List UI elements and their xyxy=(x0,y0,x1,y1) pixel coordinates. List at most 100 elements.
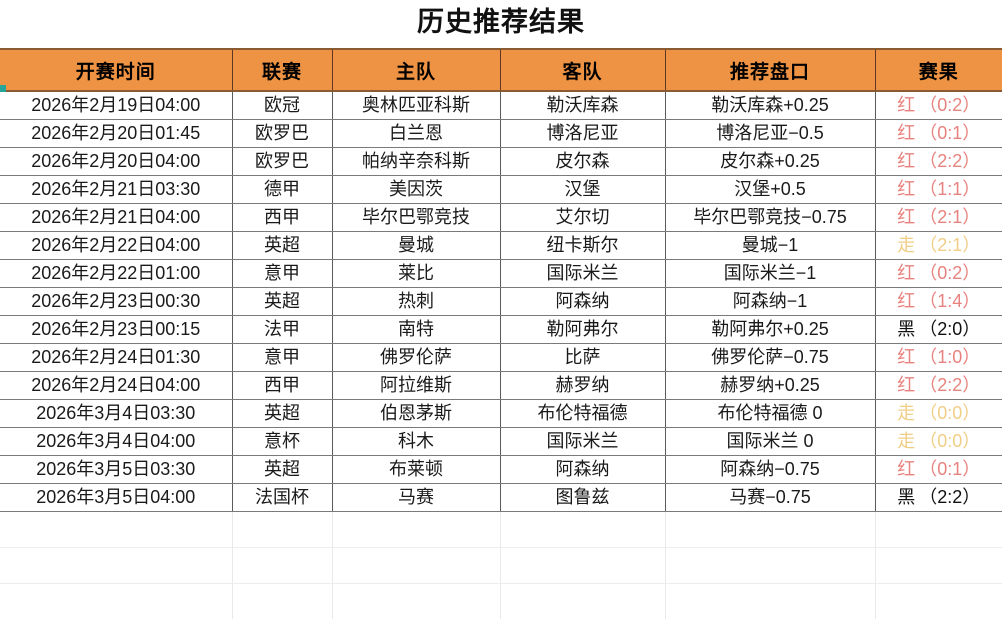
cell-match-time[interactable]: 2026年2月21日04:00 xyxy=(0,204,232,232)
empty-cell[interactable] xyxy=(332,512,500,548)
cell-league[interactable]: 意杯 xyxy=(232,428,332,456)
cell-league[interactable]: 法甲 xyxy=(232,316,332,344)
cell-match-time[interactable]: 2026年2月23日00:15 xyxy=(0,316,232,344)
empty-cell[interactable] xyxy=(875,584,1002,619)
cell-result[interactable]: 黑（2:2） xyxy=(875,484,1002,512)
cell-home-team[interactable]: 南特 xyxy=(332,316,500,344)
cell-home-team[interactable]: 美因茨 xyxy=(332,176,500,204)
cell-away-team[interactable]: 布伦特福德 xyxy=(500,400,665,428)
cell-league[interactable]: 英超 xyxy=(232,456,332,484)
empty-cell[interactable] xyxy=(0,548,232,584)
cell-match-time[interactable]: 2026年2月24日01:30 xyxy=(0,344,232,372)
cell-recommended-line[interactable]: 赫罗纳+0.25 xyxy=(665,372,875,400)
cell-away-team[interactable]: 赫罗纳 xyxy=(500,372,665,400)
empty-cell[interactable] xyxy=(232,548,332,584)
cell-result[interactable]: 黑（2:0） xyxy=(875,316,1002,344)
cell-recommended-line[interactable]: 佛罗伦萨−0.75 xyxy=(665,344,875,372)
empty-cell[interactable] xyxy=(332,548,500,584)
cell-match-time[interactable]: 2026年3月4日03:30 xyxy=(0,400,232,428)
cell-recommended-line[interactable]: 皮尔森+0.25 xyxy=(665,148,875,176)
cell-result[interactable]: 红（1:4） xyxy=(875,288,1002,316)
cell-league[interactable]: 德甲 xyxy=(232,176,332,204)
cell-recommended-line[interactable]: 阿森纳−0.75 xyxy=(665,456,875,484)
empty-cell[interactable] xyxy=(665,512,875,548)
cell-league[interactable]: 英超 xyxy=(232,400,332,428)
cell-result[interactable]: 红（2:2） xyxy=(875,372,1002,400)
cell-away-team[interactable]: 纽卡斯尔 xyxy=(500,232,665,260)
cell-result[interactable]: 红（2:1） xyxy=(875,204,1002,232)
cell-home-team[interactable]: 伯恩茅斯 xyxy=(332,400,500,428)
empty-cell[interactable] xyxy=(665,584,875,619)
cell-result[interactable]: 红（0:1） xyxy=(875,456,1002,484)
cell-home-team[interactable]: 布莱顿 xyxy=(332,456,500,484)
cell-match-time[interactable]: 2026年3月4日04:00 xyxy=(0,428,232,456)
cell-home-team[interactable]: 奥林匹亚科斯 xyxy=(332,91,500,120)
cell-home-team[interactable]: 佛罗伦萨 xyxy=(332,344,500,372)
cell-away-team[interactable]: 汉堡 xyxy=(500,176,665,204)
cell-result[interactable]: 红（0:2） xyxy=(875,260,1002,288)
cell-away-team[interactable]: 图鲁兹 xyxy=(500,484,665,512)
cell-recommended-line[interactable]: 马赛−0.75 xyxy=(665,484,875,512)
cell-league[interactable]: 英超 xyxy=(232,288,332,316)
cell-recommended-line[interactable]: 汉堡+0.5 xyxy=(665,176,875,204)
cell-away-team[interactable]: 国际米兰 xyxy=(500,428,665,456)
cell-away-team[interactable]: 博洛尼亚 xyxy=(500,120,665,148)
cell-home-team[interactable]: 科木 xyxy=(332,428,500,456)
empty-cell[interactable] xyxy=(0,512,232,548)
cell-away-team[interactable]: 皮尔森 xyxy=(500,148,665,176)
cell-league[interactable]: 欧罗巴 xyxy=(232,120,332,148)
cell-home-team[interactable]: 毕尔巴鄂竞技 xyxy=(332,204,500,232)
cell-league[interactable]: 法国杯 xyxy=(232,484,332,512)
cell-result[interactable]: 红（0:1） xyxy=(875,120,1002,148)
cell-away-team[interactable]: 勒阿弗尔 xyxy=(500,316,665,344)
cell-league[interactable]: 意甲 xyxy=(232,344,332,372)
cell-match-time[interactable]: 2026年2月24日04:00 xyxy=(0,372,232,400)
cell-match-time[interactable]: 2026年2月23日00:30 xyxy=(0,288,232,316)
empty-cell[interactable] xyxy=(232,584,332,619)
cell-league[interactable]: 英超 xyxy=(232,232,332,260)
empty-table-row[interactable] xyxy=(0,584,1002,619)
cell-recommended-line[interactable]: 博洛尼亚−0.5 xyxy=(665,120,875,148)
empty-cell[interactable] xyxy=(500,584,665,619)
empty-cell[interactable] xyxy=(500,548,665,584)
cell-home-team[interactable]: 白兰恩 xyxy=(332,120,500,148)
cell-result[interactable]: 红（1:1） xyxy=(875,176,1002,204)
cell-league[interactable]: 意甲 xyxy=(232,260,332,288)
cell-match-time[interactable]: 2026年2月20日01:45 xyxy=(0,120,232,148)
column-header-away[interactable]: 客队 xyxy=(500,49,665,91)
cell-result[interactable]: 红（2:2） xyxy=(875,148,1002,176)
empty-cell[interactable] xyxy=(500,512,665,548)
column-header-time[interactable]: 开赛时间 xyxy=(0,49,232,91)
empty-cell[interactable] xyxy=(665,548,875,584)
cell-recommended-line[interactable]: 国际米兰−1 xyxy=(665,260,875,288)
cell-home-team[interactable]: 曼城 xyxy=(332,232,500,260)
empty-table-row[interactable] xyxy=(0,512,1002,548)
column-header-home[interactable]: 主队 xyxy=(332,49,500,91)
cell-recommended-line[interactable]: 国际米兰 0 xyxy=(665,428,875,456)
cell-away-team[interactable]: 比萨 xyxy=(500,344,665,372)
cell-away-team[interactable]: 阿森纳 xyxy=(500,456,665,484)
cell-away-team[interactable]: 勒沃库森 xyxy=(500,91,665,120)
cell-match-time[interactable]: 2026年2月22日04:00 xyxy=(0,232,232,260)
cell-league[interactable]: 西甲 xyxy=(232,204,332,232)
cell-match-time[interactable]: 2026年2月19日04:00 xyxy=(0,91,232,120)
cell-league[interactable]: 欧罗巴 xyxy=(232,148,332,176)
cell-away-team[interactable]: 国际米兰 xyxy=(500,260,665,288)
cell-result[interactable]: 走（2:1） xyxy=(875,232,1002,260)
cell-recommended-line[interactable]: 毕尔巴鄂竞技−0.75 xyxy=(665,204,875,232)
cell-recommended-line[interactable]: 布伦特福德 0 xyxy=(665,400,875,428)
empty-cell[interactable] xyxy=(232,512,332,548)
cell-match-time[interactable]: 2026年3月5日03:30 xyxy=(0,456,232,484)
column-header-league[interactable]: 联赛 xyxy=(232,49,332,91)
cell-result[interactable]: 红（0:2） xyxy=(875,91,1002,120)
cell-home-team[interactable]: 热刺 xyxy=(332,288,500,316)
